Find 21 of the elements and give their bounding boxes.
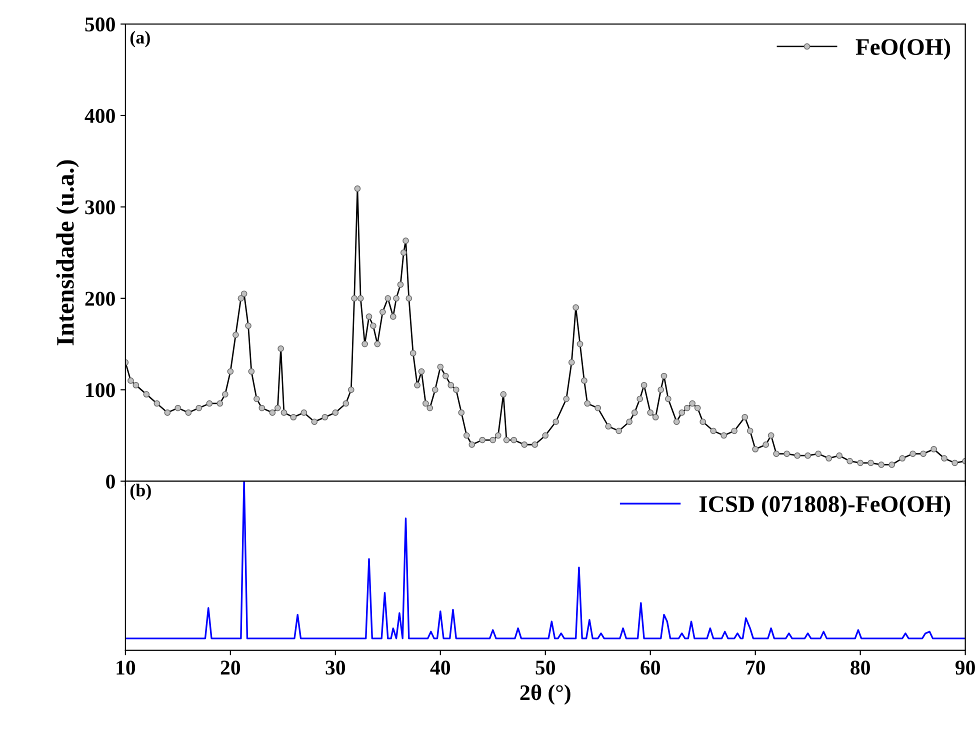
x-tick-label: 50	[536, 660, 555, 675]
legend-label: ICSD (071808)-FeO(OH)	[699, 496, 950, 517]
x-tick-label: 90	[955, 660, 975, 675]
y-tick-label: 300	[85, 200, 115, 214]
y-tick-label: 200	[85, 292, 115, 306]
x-tick-label: 80	[850, 660, 870, 675]
x-tick-label: 70	[746, 660, 765, 675]
x-tick-label: 30	[326, 660, 346, 675]
x-tick-label: 20	[220, 660, 240, 675]
y-tick-label: 100	[86, 383, 115, 398]
annotation: (a)	[130, 30, 150, 48]
x-tick-label: 60	[640, 660, 660, 675]
y-tick-label: 400	[84, 108, 115, 123]
x-tick-label: 10	[116, 660, 136, 675]
x-axis-title: 2θ (°)	[520, 684, 570, 705]
y-tick-label: 0	[106, 474, 115, 489]
y-tick-label: 500	[85, 17, 115, 32]
y-axis-title: Intensidade (u.a.)	[56, 160, 79, 346]
x-tick-label: 40	[430, 660, 450, 675]
legend-label: FeO(OH)	[856, 38, 950, 60]
annotation: (b)	[130, 484, 151, 500]
